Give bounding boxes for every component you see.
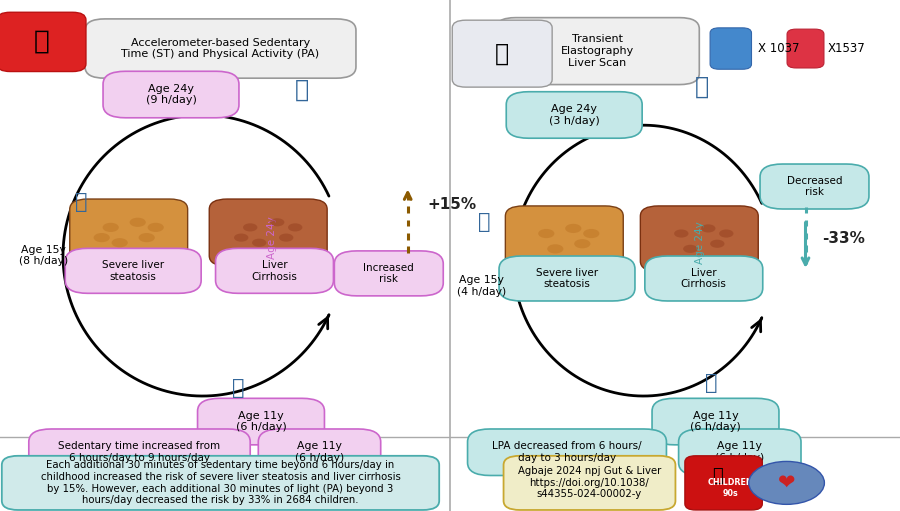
FancyBboxPatch shape [506,206,623,271]
FancyBboxPatch shape [258,429,381,475]
Circle shape [103,223,119,232]
FancyBboxPatch shape [787,29,824,68]
Text: Severe liver
steatosis: Severe liver steatosis [102,260,165,282]
Text: Age 24y
(9 h/day): Age 24y (9 h/day) [146,84,196,105]
Text: Sedentary time increased from
6 hours/day to 9 hours/day: Sedentary time increased from 6 hours/da… [58,442,220,463]
Text: Agbaje 2024 npj Gut & Liver
https://doi.org/10.1038/
s44355-024-00002-y: Agbaje 2024 npj Gut & Liver https://doi.… [518,467,662,499]
Circle shape [148,223,164,232]
Circle shape [112,238,128,247]
Text: Liver
Cirrhosis: Liver Cirrhosis [252,260,297,282]
FancyBboxPatch shape [197,399,324,445]
Circle shape [252,239,266,247]
Circle shape [139,233,155,242]
FancyBboxPatch shape [209,199,328,266]
FancyBboxPatch shape [468,429,666,475]
Circle shape [538,229,554,238]
Circle shape [234,234,248,242]
FancyBboxPatch shape [2,456,439,510]
Circle shape [270,218,284,226]
Text: 🚗: 🚗 [33,29,50,55]
Text: 👤: 👤 [725,37,736,55]
Text: 🪑: 🪑 [75,192,87,212]
FancyBboxPatch shape [85,19,356,78]
FancyBboxPatch shape [103,71,239,118]
FancyBboxPatch shape [644,256,763,301]
Text: +15%: +15% [428,197,477,212]
Text: Decreased
risk: Decreased risk [787,176,842,197]
Text: X 1037: X 1037 [758,42,799,55]
Circle shape [674,229,688,238]
Text: Each additional 30 minutes of sedentary time beyond 6 hours/day in
childhood inc: Each additional 30 minutes of sedentary … [40,460,400,505]
Text: ❤: ❤ [778,473,796,493]
Text: Liver
Cirrhosis: Liver Cirrhosis [681,268,726,289]
Circle shape [288,223,302,231]
FancyBboxPatch shape [0,12,86,72]
Circle shape [130,218,146,227]
Text: Age 11y
(6 h/day): Age 11y (6 h/day) [295,442,344,463]
Circle shape [683,245,698,253]
FancyBboxPatch shape [216,248,333,293]
Text: LPA decreased from 6 hours/
day to 3 hours/day: LPA decreased from 6 hours/ day to 3 hou… [492,442,642,463]
Text: 🖥: 🖥 [495,42,509,65]
FancyBboxPatch shape [29,429,250,475]
Text: 🎈: 🎈 [712,467,723,485]
Text: Accelerometer-based Sedentary
Time (ST) and Physical Activity (PA): Accelerometer-based Sedentary Time (ST) … [122,38,320,59]
Text: 🪑: 🪑 [232,378,245,399]
Text: 👤: 👤 [802,37,813,55]
Text: Age 24y: Age 24y [266,216,277,259]
Circle shape [719,229,733,238]
Circle shape [565,224,581,233]
Text: CHILDREN
90s: CHILDREN 90s [708,478,753,498]
FancyBboxPatch shape [710,28,752,69]
Text: Transient
Elastography
Liver Scan: Transient Elastography Liver Scan [561,35,634,67]
Text: Age 15y
(8 h/day): Age 15y (8 h/day) [19,245,68,266]
FancyBboxPatch shape [453,20,553,87]
FancyBboxPatch shape [679,429,801,475]
FancyBboxPatch shape [652,399,779,445]
Text: Age 11y
(6 h/day): Age 11y (6 h/day) [236,411,286,432]
Text: Severe liver
steatosis: Severe liver steatosis [536,268,598,289]
Circle shape [583,229,599,238]
Text: Age 11y
(6 h/day): Age 11y (6 h/day) [690,411,741,432]
FancyBboxPatch shape [641,206,758,271]
Circle shape [547,244,563,253]
FancyBboxPatch shape [335,251,443,296]
Text: X1537: X1537 [828,42,866,55]
FancyBboxPatch shape [685,456,762,510]
FancyBboxPatch shape [65,248,202,293]
Text: Age 24y
(3 h/day): Age 24y (3 h/day) [549,104,599,126]
FancyBboxPatch shape [504,456,675,510]
FancyBboxPatch shape [506,92,643,138]
Text: Increased
risk: Increased risk [364,263,414,284]
Text: Age 11y
(6 h/day): Age 11y (6 h/day) [716,442,764,463]
Circle shape [749,461,824,504]
Text: Age 15y
(4 h/day): Age 15y (4 h/day) [457,275,506,297]
Circle shape [701,224,716,233]
FancyBboxPatch shape [499,256,635,301]
Circle shape [574,239,590,248]
Text: Age 24y: Age 24y [695,221,706,264]
Circle shape [94,233,110,242]
Circle shape [710,240,724,248]
Text: 🚶: 🚶 [478,212,491,233]
Circle shape [243,223,257,231]
Text: 🪑: 🪑 [294,78,309,101]
Text: 🚶: 🚶 [705,373,717,393]
FancyBboxPatch shape [69,199,188,266]
Text: -33%: -33% [822,231,865,246]
Text: 🚶: 🚶 [695,75,709,99]
Circle shape [279,234,293,242]
FancyBboxPatch shape [760,164,869,209]
FancyBboxPatch shape [496,17,699,84]
